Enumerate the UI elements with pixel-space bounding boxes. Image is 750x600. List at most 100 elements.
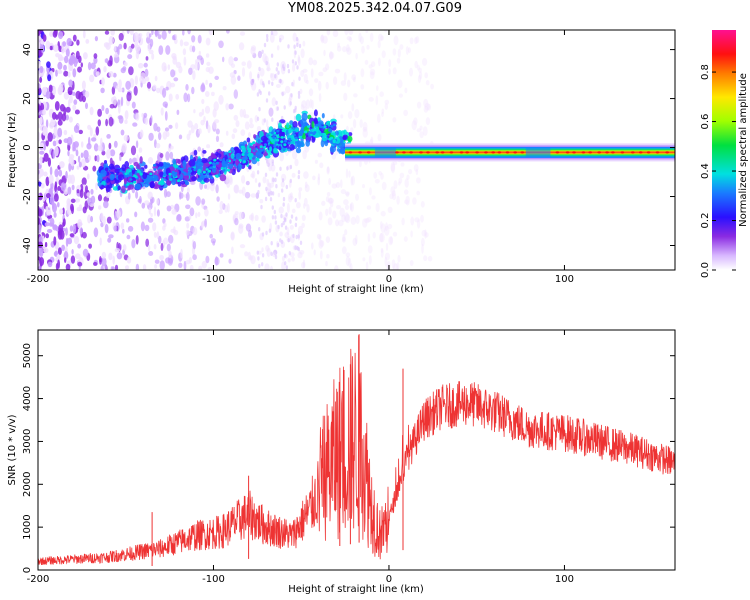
spectrogram-noise-mark: [279, 238, 282, 243]
spectrogram-noise-mark: [178, 134, 183, 140]
spectrogram-noise-mark: [44, 222, 50, 227]
spectrogram-noise-mark: [258, 227, 261, 232]
spectrogram-noise-mark: [282, 196, 286, 202]
spectrogram-noise-mark: [419, 71, 423, 80]
spectrogram-noise-mark: [90, 62, 96, 70]
spectrogram-noise-mark: [289, 225, 294, 230]
spectrogram-signal-mark: [315, 123, 319, 127]
spectrogram-signal-mark: [317, 117, 321, 122]
spectrogram-noise-mark: [248, 132, 251, 138]
spectrogram-noise-mark: [340, 80, 347, 86]
spectrogram-noise-mark: [261, 49, 264, 54]
spectrogram-noise-mark: [45, 193, 51, 199]
spectrogram-noise-mark: [254, 214, 259, 221]
spectrogram-signal-mark: [272, 136, 276, 140]
spectrogram-noise-mark: [48, 84, 53, 93]
spectrogram-noise-mark: [150, 38, 154, 48]
spectrogram-peak-dot: [419, 151, 423, 154]
spectrogram-signal-mark: [193, 168, 197, 172]
spectrogram-noise-mark: [290, 214, 294, 219]
spectrogram-noise-mark: [238, 42, 245, 51]
spectrogram-noise-mark: [112, 72, 117, 78]
spectrogram-noise-mark: [71, 205, 74, 215]
spectrogram-noise-mark: [280, 181, 285, 188]
spectrogram-noise-mark: [284, 232, 290, 238]
spectrogram-noise-mark: [306, 204, 310, 213]
spectrogram-noise-mark: [239, 108, 244, 118]
spectrogram-peak-dot: [459, 151, 464, 154]
spectrogram-peak-dot: [366, 151, 371, 154]
spectrogram-noise-mark: [182, 30, 185, 36]
spectrogram-signal-mark: [313, 131, 317, 134]
spectrogram-noise-mark: [227, 193, 231, 200]
spectrogram-noise-mark: [261, 253, 265, 258]
spectrogram-noise-mark: [294, 245, 297, 250]
spectrogram-noise-mark: [39, 66, 44, 74]
spectrogram-noise-mark: [415, 168, 419, 176]
spectrogram-noise-mark: [231, 133, 236, 140]
spectrogram-signal-mark: [221, 160, 226, 166]
spectrogram-peak-dot: [588, 151, 592, 154]
spectrogram-noise-mark: [87, 214, 92, 224]
spectrogram-noise-mark: [298, 76, 301, 81]
spectrogram-noise-mark: [351, 175, 355, 186]
spectrogram-noise-mark: [359, 36, 364, 45]
spectrogram-noise-mark: [105, 107, 109, 115]
spectrogram-noise-mark: [392, 67, 397, 75]
spectrogram-noise-mark: [148, 49, 154, 55]
spectrogram-signal-mark: [288, 127, 293, 133]
spectrogram-noise-mark: [352, 119, 357, 129]
spectrogram-signal-mark: [328, 129, 332, 132]
spectrogram-noise-mark: [109, 103, 115, 109]
spectrogram-signal-mark: [226, 159, 230, 162]
spectrogram-noise-mark: [389, 236, 393, 245]
spectrogram-signal-mark: [208, 161, 212, 165]
spectrogram-noise-mark: [233, 184, 240, 194]
spectrogram-signal-mark: [341, 142, 346, 148]
spectrogram-noise-mark: [205, 66, 210, 73]
spectrogram-noise-mark: [198, 112, 203, 117]
spectrogram-noise-mark: [420, 201, 425, 208]
spectrogram-noise-mark: [135, 140, 139, 149]
spectrogram-noise-mark: [265, 230, 268, 236]
spectrogram-signal-mark: [216, 153, 222, 158]
spectrogram-noise-mark: [274, 177, 277, 183]
spectrogram-noise-mark: [111, 86, 116, 95]
spectrogram-noise-mark: [417, 74, 422, 84]
spectrogram-noise-mark: [135, 50, 140, 60]
spectrogram-signal-mark: [299, 133, 303, 137]
spectrogram-noise-mark: [271, 191, 275, 196]
spectrogram-noise-mark: [254, 178, 258, 183]
spectrogram-noise-mark: [145, 238, 150, 247]
spectrogram-noise-mark: [112, 96, 117, 106]
spectrogram-noise-mark: [97, 145, 103, 152]
spectrogram-noise-mark: [57, 69, 63, 74]
spectrogram-noise-mark: [422, 126, 428, 136]
snr-ytick-label: 0: [22, 567, 33, 573]
spectrogram-noise-mark: [206, 61, 211, 66]
spectrogram-noise-mark: [244, 121, 250, 130]
spectrogram-noise-mark: [99, 256, 102, 265]
spectrogram-noise-mark: [61, 175, 67, 185]
spectrogram-noise-mark: [168, 234, 174, 244]
spectrogram-noise-mark: [166, 191, 171, 198]
spectrogram-noise-mark: [421, 237, 425, 247]
spectrogram-signal-mark: [330, 136, 334, 140]
spectrogram-signal-mark: [187, 173, 191, 176]
spectrogram-noise-mark: [123, 134, 129, 142]
spectrogram-noise-mark: [53, 212, 57, 218]
spectrogram-noise-mark: [319, 250, 323, 260]
spectrogram-ytick-label: -40: [22, 237, 33, 253]
spectrogram-noise-mark: [341, 246, 347, 255]
spectrogram-noise-mark: [327, 217, 333, 226]
spectrogram-noise-mark: [67, 71, 71, 78]
spectrogram-noise-mark: [291, 256, 295, 262]
spectrogram-noise-mark: [101, 77, 105, 86]
spectrogram-noise-mark: [53, 44, 59, 52]
spectrogram-noise-mark: [197, 211, 201, 217]
spectrogram-signal-mark: [323, 125, 327, 128]
spectrogram-noise-mark: [183, 41, 189, 47]
spectrogram-noise-mark: [201, 198, 206, 205]
spectrogram-noise-mark: [157, 154, 160, 162]
